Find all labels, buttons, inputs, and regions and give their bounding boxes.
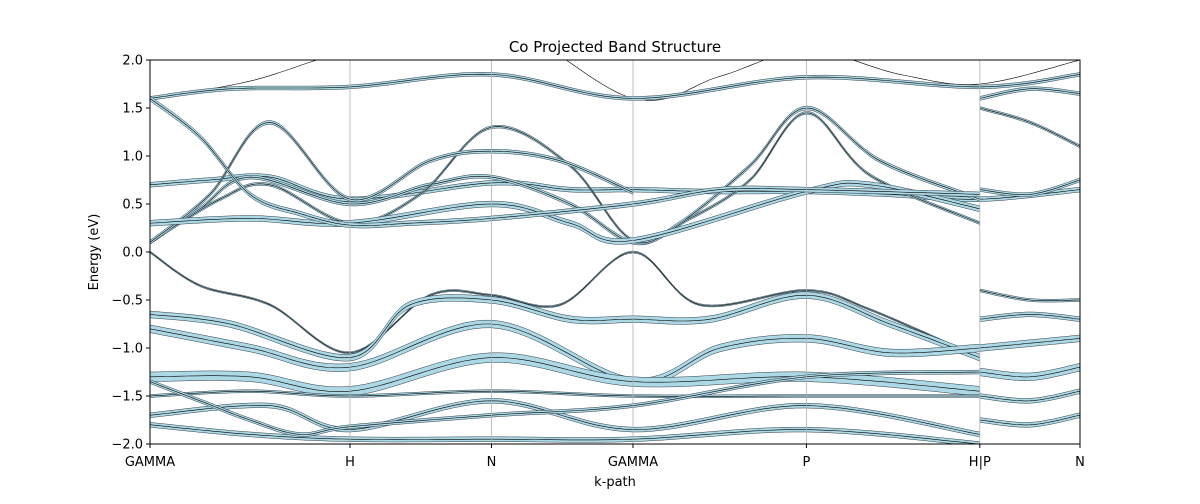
plot-frame [149, 59, 1081, 445]
x-tick-label: N [1075, 455, 1085, 470]
band-line-8 [150, 251, 980, 358]
band-fill-20 [979, 311, 1080, 322]
band-line-7 [150, 98, 980, 227]
band-line-9 [150, 294, 980, 359]
band-line-5 [150, 122, 634, 243]
y-tick-label: 2.0 [122, 54, 143, 69]
y-tick-label: −2.0 [111, 438, 143, 453]
band-fill-14 [150, 422, 981, 444]
y-tick-label: −1.0 [111, 342, 143, 357]
band-fill-17 [979, 106, 1080, 149]
band-line-22 [979, 366, 1080, 378]
x-tick-label: GAMMA [125, 455, 175, 470]
band-fill-1 [150, 72, 1080, 101]
band-line-21 [979, 338, 1080, 349]
bands-layer [150, 60, 1080, 444]
band-line-24 [979, 414, 1080, 426]
x-tick-label: H|P [969, 455, 991, 470]
y-tick-label: 1.5 [122, 102, 143, 117]
band-line-16 [979, 88, 1080, 99]
x-tick-label: H [345, 455, 355, 470]
band-line-23 [979, 390, 1080, 402]
band-fill-8 [150, 250, 981, 359]
band-line-18 [979, 179, 1080, 196]
chart-title: Co Projected Band Structure [509, 38, 721, 56]
y-tick-label: 0.5 [122, 198, 143, 213]
band-line-20 [979, 314, 1080, 320]
band-line-19 [979, 290, 1080, 302]
x-axis-label: k-path [594, 475, 636, 490]
y-tick-label: 0.0 [122, 246, 143, 261]
band-fill-22 [979, 363, 1080, 381]
band-fill-24 [979, 412, 1080, 428]
y-tick-label: −0.5 [111, 294, 143, 309]
y-tick-label: 1.0 [122, 150, 143, 165]
band-line-17 [979, 107, 1080, 147]
ticks-layer: GAMMA H N GAMMA P H|P N −2.0 −1.5 −1.0 −0.5 0.0 0.5 1… [111, 54, 1084, 471]
band-fill-18 [979, 177, 1080, 197]
x-tick-label: N [487, 455, 497, 470]
band-line-6 [150, 182, 980, 242]
band-fill-2 [150, 173, 1080, 202]
x-tick-label: GAMMA [608, 455, 658, 470]
band-fill-23 [979, 388, 1080, 404]
band-fill-19 [979, 288, 1080, 303]
x-tick-label: P [802, 455, 810, 470]
grid-layer [349, 60, 981, 444]
y-tick-label: −1.5 [111, 390, 143, 405]
band-line-1 [150, 73, 1080, 99]
y-axis-label: Energy (eV) [87, 214, 102, 291]
